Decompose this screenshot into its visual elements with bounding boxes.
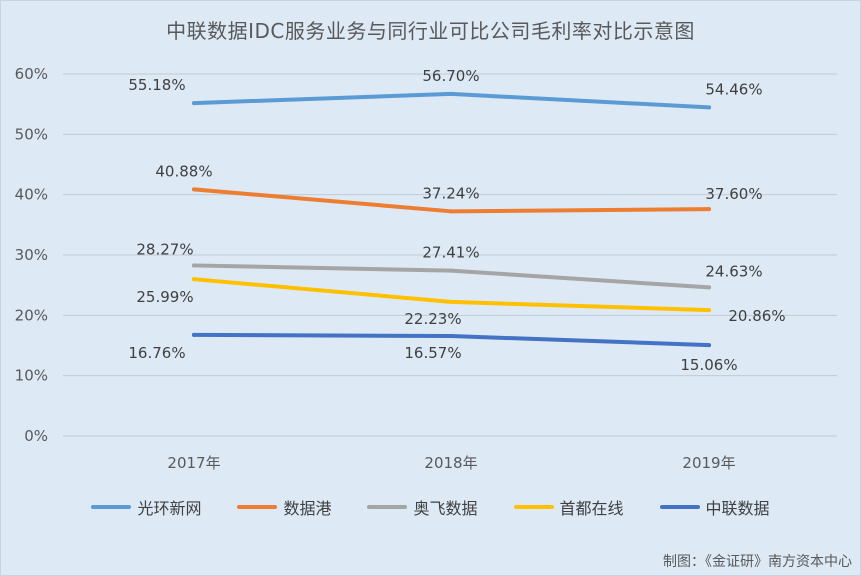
x-tick-label: 2017年	[167, 454, 220, 472]
legend-label: 数据港	[283, 499, 332, 518]
x-tick-label: 2018年	[424, 454, 477, 472]
data-point	[449, 91, 453, 96]
x-tick-label: 2019年	[682, 454, 735, 472]
data-point	[449, 209, 453, 214]
chart-title: 中联数据IDC服务业务与同行业可比公司毛利率对比示意图	[166, 19, 695, 43]
data-label: 28.27%	[136, 240, 193, 258]
data-label: 55.18%	[128, 76, 185, 94]
y-tick-label: 20%	[15, 306, 48, 324]
data-label: 27.41%	[422, 244, 479, 262]
y-tick-label: 0%	[24, 427, 48, 445]
legend-label: 中联数据	[705, 499, 770, 518]
data-label: 15.06%	[680, 356, 737, 374]
data-label: 40.88%	[155, 162, 212, 180]
data-point	[449, 299, 453, 304]
legend-swatch	[659, 505, 700, 509]
data-point	[449, 334, 453, 339]
data-label: 22.23%	[404, 310, 461, 328]
legend-label: 奥飞数据	[413, 499, 478, 518]
data-point	[707, 285, 711, 290]
legend-swatch	[367, 505, 408, 509]
y-tick-label: 60%	[15, 65, 48, 83]
data-point	[192, 187, 196, 192]
legend-item: 数据港	[237, 495, 331, 519]
legend-label: 首都在线	[559, 499, 624, 518]
source-note: 制图：《金证研》南方资本中心	[663, 554, 852, 570]
data-label: 25.99%	[136, 288, 193, 306]
data-point	[192, 277, 196, 282]
legend-item: 光环新网	[91, 495, 201, 519]
data-point	[192, 263, 196, 268]
data-point	[449, 268, 453, 273]
legend-swatch	[513, 505, 554, 509]
legend-item: 中联数据	[659, 495, 770, 519]
legend: 光环新网 数据港 奥飞数据 首都在线 中联数据	[1, 495, 860, 519]
data-label: 16.57%	[404, 344, 461, 362]
plot-area: 0% 10% 20% 30% 40% 50% 60% 2017年 2018年 2019年 55.18…	[15, 65, 837, 472]
data-point	[707, 343, 711, 348]
data-point	[192, 332, 196, 337]
legend-item: 奥飞数据	[367, 495, 478, 519]
data-label: 56.70%	[422, 67, 479, 85]
data-label: 20.86%	[728, 307, 785, 325]
data-point	[707, 308, 711, 313]
legend-item: 首都在线	[513, 495, 624, 519]
data-point	[707, 207, 711, 212]
data-label: 24.63%	[705, 262, 762, 280]
y-tick-label: 10%	[15, 367, 48, 385]
data-label: 16.76%	[128, 344, 185, 362]
legend-swatch	[237, 505, 278, 509]
legend-swatch	[91, 505, 132, 509]
data-point	[192, 101, 196, 106]
y-tick-label: 30%	[15, 246, 48, 264]
data-label: 37.24%	[422, 184, 479, 202]
y-tick-label: 40%	[15, 186, 48, 204]
data-point	[707, 105, 711, 110]
y-tick-label: 50%	[15, 125, 48, 143]
data-label: 37.60%	[705, 185, 762, 203]
series-line-1	[192, 91, 711, 110]
legend-label: 光环新网	[137, 499, 202, 518]
data-label: 54.46%	[705, 80, 762, 98]
